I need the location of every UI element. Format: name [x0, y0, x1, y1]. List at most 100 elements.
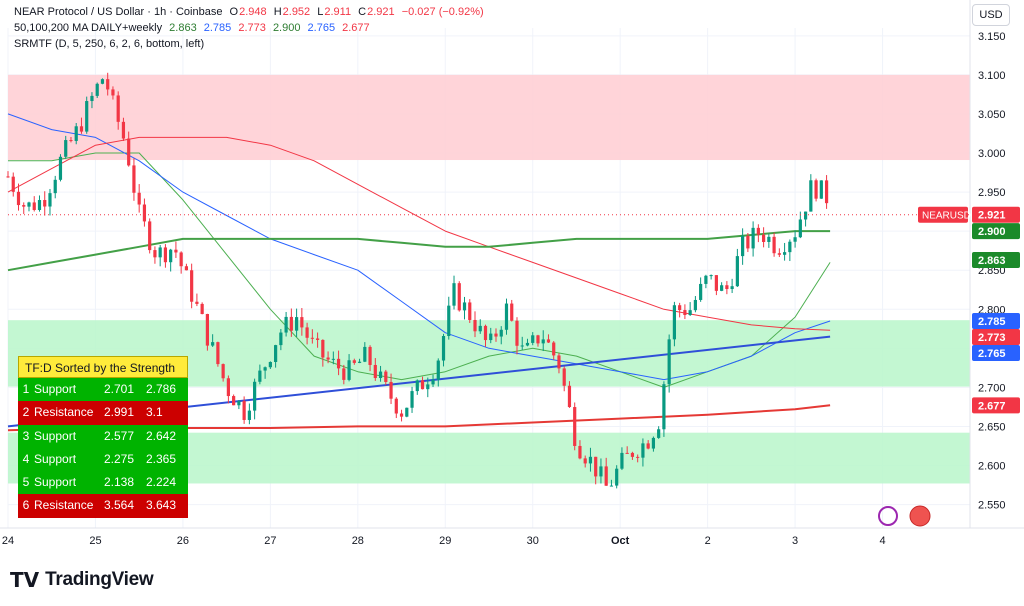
candle-body — [788, 241, 792, 253]
candle-body — [284, 316, 288, 333]
sr-row-type: Support — [34, 451, 77, 466]
candle-body — [253, 381, 257, 411]
sr-table-row: 1 Support 2.701 2.786 — [18, 378, 188, 402]
sr-row-type: Support — [34, 382, 77, 396]
sr-row-index: 4 — [22, 451, 30, 466]
candle-body — [814, 180, 818, 199]
x-tick-label: 3 — [792, 535, 798, 547]
candle-body — [268, 361, 272, 368]
candle-body — [64, 140, 68, 157]
x-tick-label: 24 — [2, 535, 14, 547]
candle-body — [730, 286, 734, 290]
candle-body — [190, 270, 194, 302]
candle-body — [347, 360, 351, 380]
candle-body — [699, 283, 703, 300]
y-tick-label: 2.700 — [978, 382, 1006, 394]
candle-body — [546, 339, 551, 343]
sr-row-high: 2.786 — [146, 382, 177, 396]
candle-body — [405, 407, 409, 417]
candle-body — [630, 452, 635, 457]
candle-body — [174, 249, 178, 253]
legend-high: 2.952 — [282, 6, 311, 18]
candle-body — [746, 235, 750, 249]
candle-body — [274, 345, 278, 362]
candle-body — [27, 202, 31, 207]
sr-row-low: 2.701 — [104, 382, 135, 396]
candle-body — [431, 379, 435, 385]
sr-table-row: 2 Resistance 2.991 3.1 — [18, 401, 188, 425]
candle-body — [258, 370, 262, 382]
candle-body — [127, 138, 131, 166]
candle-body — [315, 338, 320, 340]
candle-body — [494, 333, 498, 337]
candle-body — [525, 342, 530, 346]
candle-body — [615, 468, 619, 486]
candle-body — [100, 79, 105, 84]
candle-body — [357, 361, 362, 363]
candle-body — [279, 332, 283, 346]
y-tick-label: 3.150 — [978, 31, 1006, 43]
candle-body — [772, 236, 776, 254]
flag-icon — [909, 505, 931, 527]
price-tag — [972, 312, 1020, 329]
candle-body — [735, 256, 739, 287]
candle-body — [531, 335, 535, 343]
sr-table-row: 3 Support 2.577 2.642 — [18, 424, 188, 448]
candle-body — [79, 126, 84, 132]
legend-ma-value: 2.773 — [238, 22, 266, 34]
candle-body — [342, 368, 346, 380]
tradingview-logo[interactable]: TV TradingView — [10, 568, 154, 592]
candle-body — [657, 429, 661, 438]
x-tick-label: Oct — [611, 535, 630, 547]
price-tag — [972, 252, 1020, 269]
candle-body — [704, 275, 708, 284]
currency-button[interactable]: USD — [972, 4, 1010, 26]
candle-body — [58, 156, 63, 180]
sr-row-high: 2.365 — [146, 451, 177, 466]
sr-zone — [8, 74, 970, 161]
candle-body — [373, 364, 377, 379]
candle-body — [394, 398, 398, 414]
candle-body — [142, 204, 147, 222]
candle-body — [588, 456, 593, 464]
candle-body — [693, 299, 697, 311]
candle-body — [137, 192, 141, 205]
candle-body — [242, 400, 246, 420]
candle-body — [478, 325, 482, 332]
candle-body — [37, 200, 42, 210]
price-tag — [972, 206, 1020, 223]
candle-body — [237, 400, 241, 406]
candle-body — [195, 301, 199, 304]
sr-row-index: 1 — [22, 382, 30, 396]
candle-body — [148, 221, 152, 251]
ma-line-50-weekly — [7, 230, 831, 272]
candle-body — [184, 266, 189, 271]
candle-body — [216, 342, 220, 365]
candle-body — [48, 193, 52, 207]
candle-body — [43, 200, 47, 207]
price-tag-label: 2.921 — [978, 210, 1006, 222]
candle-body — [436, 360, 440, 380]
candle-body — [85, 101, 89, 132]
candle-body — [683, 310, 687, 315]
sr-row-index: 3 — [22, 428, 30, 443]
candle-body — [69, 140, 73, 142]
candle-body — [599, 466, 603, 477]
legend-open: 2.948 — [239, 6, 267, 18]
candle-body — [11, 176, 15, 192]
sr-row-index: 5 — [22, 475, 30, 490]
candle-body — [331, 358, 335, 360]
candle-body — [782, 252, 787, 255]
x-tick-label: 4 — [879, 535, 885, 547]
x-tick-label: 29 — [439, 535, 451, 547]
candle-body — [420, 380, 425, 390]
sr-row-type: Resistance — [34, 405, 94, 420]
candle-body — [604, 466, 608, 486]
legend-high-label: H — [273, 6, 282, 18]
symbol-tag — [918, 206, 968, 223]
price-tag-label: 2.900 — [978, 226, 1006, 238]
candle-body — [562, 368, 566, 386]
price-tag-label: 2.677 — [978, 400, 1006, 412]
candle-body — [725, 285, 729, 290]
sr-row-low: 2.577 — [104, 428, 135, 443]
